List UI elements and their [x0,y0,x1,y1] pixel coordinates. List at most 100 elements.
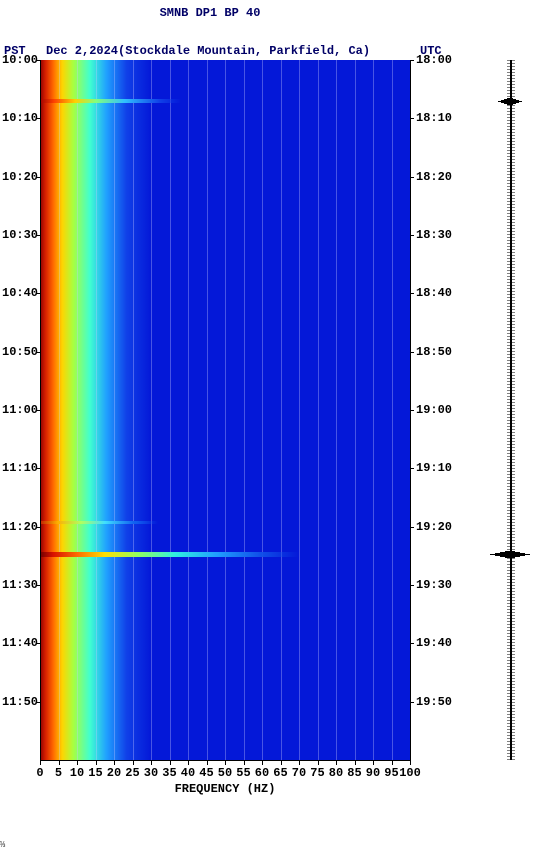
tick-mark [114,760,115,765]
seismic-event [40,552,299,557]
tick-mark [36,235,40,236]
x-axis-label: FREQUENCY (HZ) [40,782,410,796]
tick-mark [373,760,374,765]
tick-mark [410,468,414,469]
tick-mark [36,118,40,119]
tick-mark [410,235,414,236]
date-station-label: Dec 2,2024(Stockdale Mountain, Parkfield… [46,44,370,58]
tick-mark [36,527,40,528]
tick-mark [77,760,78,765]
tick-mark [410,410,414,411]
tick-mark [410,177,414,178]
y-tick-right: 18:10 [416,111,456,125]
gridline [77,60,78,760]
gridline [299,60,300,760]
gridline [207,60,208,760]
gridline [59,60,60,760]
seismic-event [40,521,158,524]
tick-mark [410,352,414,353]
y-tick-left: 10:30 [2,228,38,242]
y-tick-right: 19:10 [416,461,456,475]
gridline [225,60,226,760]
tick-mark [36,177,40,178]
tick-mark [392,760,393,765]
tick-mark [59,760,60,765]
x-tick-label: 100 [398,766,422,780]
tick-mark [410,60,414,61]
gridline [133,60,134,760]
y-tick-left: 11:30 [2,578,38,592]
tick-mark [410,643,414,644]
y-tick-right: 19:00 [416,403,456,417]
y-tick-right: 18:00 [416,53,456,67]
gridline [281,60,282,760]
y-tick-right: 18:30 [416,228,456,242]
tick-mark [151,760,152,765]
seismogram-trace [490,60,530,760]
gridline [188,60,189,760]
tick-mark [410,760,411,765]
y-tick-right: 19:50 [416,695,456,709]
gridline [373,60,374,760]
tick-mark [281,760,282,765]
y-tick-left: 11:20 [2,520,38,534]
tick-mark [36,60,40,61]
y-tick-left: 10:50 [2,345,38,359]
gridline [336,60,337,760]
tick-mark [36,643,40,644]
tick-mark [336,760,337,765]
tick-mark [36,410,40,411]
tick-mark [410,702,414,703]
trace-spike [505,557,515,558]
tick-mark [244,760,245,765]
y-tick-right: 18:50 [416,345,456,359]
tick-mark [40,760,41,765]
gridline [355,60,356,760]
y-tick-left: 11:50 [2,695,38,709]
y-tick-right: 19:40 [416,636,456,650]
y-tick-left: 10:10 [2,111,38,125]
tick-mark [36,702,40,703]
gridline [392,60,393,760]
y-tick-left: 11:40 [2,636,38,650]
seismic-event [40,99,181,103]
y-tick-left: 10:40 [2,286,38,300]
trace-spike [507,104,513,105]
y-tick-right: 19:30 [416,578,456,592]
tick-mark [410,118,414,119]
gridline [151,60,152,760]
gridline [244,60,245,760]
tick-mark [36,352,40,353]
trace-axis [510,60,512,760]
tick-mark [262,760,263,765]
gridline [318,60,319,760]
y-tick-right: 18:40 [416,286,456,300]
tick-mark [207,760,208,765]
tick-mark [188,760,189,765]
tick-mark [410,293,414,294]
spectrogram-plot [40,60,410,760]
tick-mark [36,585,40,586]
tick-mark [36,293,40,294]
y-tick-left: 10:20 [2,170,38,184]
tick-mark [318,760,319,765]
tick-mark [170,760,171,765]
y-tick-right: 19:20 [416,520,456,534]
y-tick-left: 11:00 [2,403,38,417]
y-tick-right: 18:20 [416,170,456,184]
gridline [262,60,263,760]
gridline [114,60,115,760]
tick-mark [410,527,414,528]
tick-mark [133,760,134,765]
tick-mark [96,760,97,765]
gridline [96,60,97,760]
tick-mark [225,760,226,765]
y-tick-left: 10:00 [2,53,38,67]
tick-mark [355,760,356,765]
y-tick-left: 11:10 [2,461,38,475]
tick-mark [36,468,40,469]
tick-mark [410,585,414,586]
chart-title: SMNB DP1 BP 40 [0,6,420,20]
gridline [170,60,171,760]
footnote: ⅓ [0,840,5,850]
